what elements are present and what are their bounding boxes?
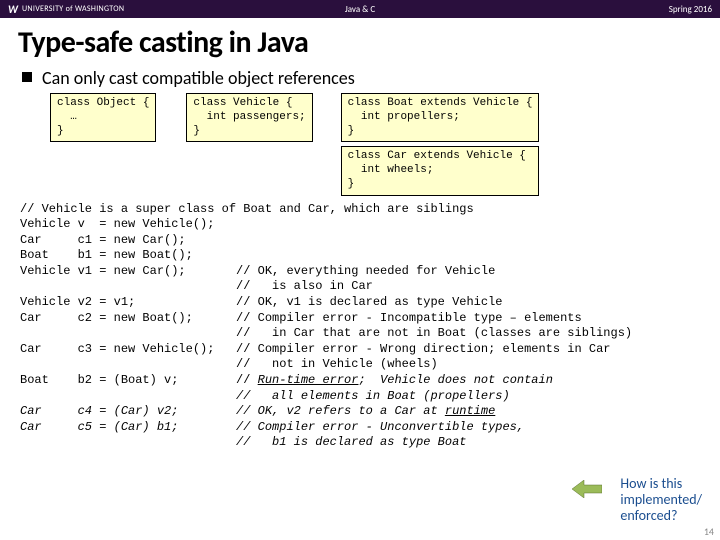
class-boxes: class Object { … } class Vehicle { int p… bbox=[50, 93, 702, 196]
box-boat: class Boat extends Vehicle { int propell… bbox=[341, 93, 540, 142]
page-number: 14 bbox=[704, 525, 714, 538]
logo: W UNIVERSITY of WASHINGTON bbox=[8, 3, 124, 16]
bullet-text: Can only cast compatible object referenc… bbox=[42, 67, 355, 89]
box-car: class Car extends Vehicle { int wheels; … bbox=[341, 146, 540, 195]
slide-content: Type-safe casting in Java Can only cast … bbox=[0, 18, 720, 451]
annot-line1: How is this bbox=[620, 476, 702, 492]
univ-name: UNIVERSITY of WASHINGTON bbox=[22, 4, 124, 14]
annot-line2: implemented/ bbox=[620, 492, 702, 508]
annotation: How is this implemented/ enforced? bbox=[620, 476, 702, 524]
main-code: // Vehicle is a super class of Boat and … bbox=[20, 202, 702, 452]
logo-w: W bbox=[8, 3, 18, 16]
box-vehicle: class Vehicle { int passengers; } bbox=[186, 93, 312, 142]
runtime-text: runtime bbox=[445, 404, 495, 418]
bullet-square-icon bbox=[22, 72, 32, 82]
box-object: class Object { … } bbox=[50, 93, 156, 142]
slide-title: Type-safe casting in Java bbox=[18, 24, 702, 61]
runtime-error-text: Run-time error bbox=[258, 373, 359, 387]
header-bar: W UNIVERSITY of WASHINGTON Java & C Spri… bbox=[0, 0, 720, 18]
bullet-row: Can only cast compatible object referenc… bbox=[18, 67, 702, 89]
header-right: Spring 2016 bbox=[669, 4, 712, 15]
annot-line3: enforced? bbox=[620, 508, 702, 524]
header-center: Java & C bbox=[345, 4, 375, 15]
arrow-icon bbox=[572, 480, 602, 498]
